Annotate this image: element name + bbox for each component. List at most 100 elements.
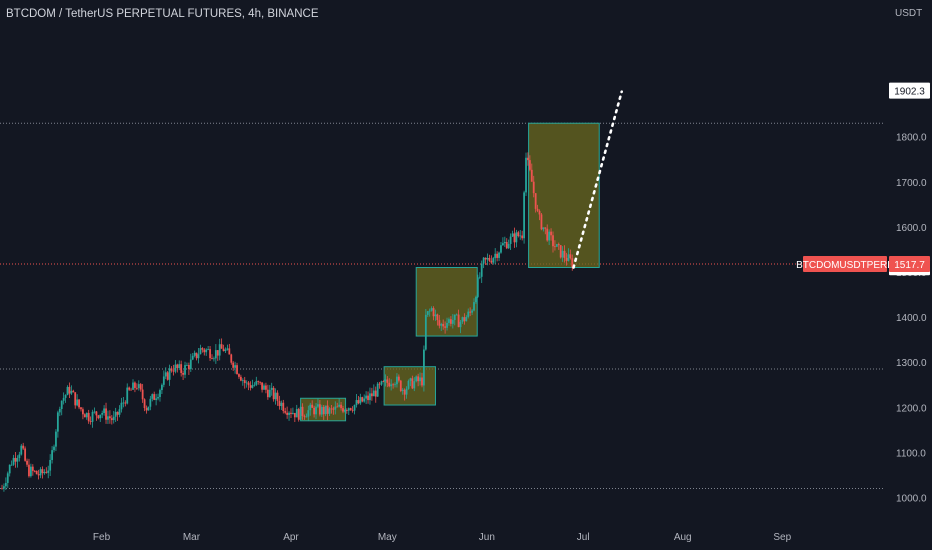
candle-body: [469, 311, 472, 313]
candle-body: [430, 308, 433, 311]
candle-body: [563, 250, 566, 258]
time-tick-label: Mar: [183, 532, 201, 543]
candle-body: [498, 252, 500, 258]
candle-body: [357, 400, 360, 404]
time-tick-label: Jun: [479, 532, 495, 543]
candle-body: [105, 408, 107, 420]
candle-body: [199, 348, 202, 355]
rectangle-drawings: [300, 122, 600, 422]
candle-body: [91, 411, 94, 422]
candle-body: [149, 398, 152, 407]
candle-body: [110, 418, 113, 421]
candle-body: [245, 382, 248, 384]
candle-body: [241, 380, 244, 382]
price-label-text: 1902.3: [894, 87, 925, 98]
candle-body: [571, 258, 574, 268]
candle-body: [259, 381, 262, 383]
candle-body: [317, 404, 319, 407]
candle-body: [459, 321, 462, 328]
candle-body: [457, 314, 460, 328]
candle-body: [538, 210, 541, 215]
candle-body: [253, 384, 256, 386]
candle-body: [187, 365, 190, 370]
currency-unit: USDT: [895, 8, 922, 19]
candle-body: [132, 382, 134, 390]
candle-body: [438, 320, 441, 326]
candle-body: [436, 314, 439, 321]
candle-body: [426, 311, 429, 315]
price-axis[interactable]: 1000.01100.01200.01300.01400.01500.01600…: [896, 133, 927, 505]
candle-body: [170, 368, 173, 371]
candle-body: [527, 157, 529, 161]
candle-body: [534, 193, 537, 209]
candle-body: [26, 460, 28, 465]
last-price-label-text: 1517.7: [894, 260, 925, 271]
candle-body: [367, 395, 369, 401]
candle-body: [70, 390, 73, 394]
candle-body: [528, 160, 531, 170]
candle-body: [178, 364, 181, 369]
price-tick-label: 1700.0: [896, 178, 927, 189]
candle-body: [392, 384, 394, 386]
candle-body: [118, 409, 121, 415]
candle-body: [141, 389, 144, 400]
candle-body: [521, 235, 524, 239]
candle-body: [463, 317, 466, 322]
candle-body: [266, 389, 269, 398]
candle-body: [191, 355, 194, 360]
candle-body: [112, 416, 115, 421]
candle-body: [85, 412, 88, 418]
candle-body: [247, 382, 250, 386]
candle-body: [505, 241, 508, 249]
candle-body: [440, 323, 443, 326]
candle-body: [137, 384, 140, 389]
candle-body: [232, 362, 235, 368]
candle-body: [496, 253, 499, 258]
candle-body: [228, 348, 231, 355]
candle-body: [130, 389, 132, 391]
candle-body: [268, 389, 271, 398]
candle-body: [465, 316, 468, 322]
candle-body: [55, 431, 57, 447]
candle-body: [552, 235, 554, 247]
candle-body: [126, 387, 129, 404]
candle-body: [172, 370, 175, 372]
candle-body: [388, 382, 391, 387]
candle-body: [338, 404, 341, 407]
candle-body: [263, 385, 265, 390]
candle-body: [270, 387, 273, 390]
candle-body: [374, 390, 377, 397]
candle-body: [525, 157, 527, 193]
candle-body: [147, 406, 150, 411]
price-tick-label: 1600.0: [896, 223, 927, 234]
candle-body: [349, 408, 352, 410]
candle-body: [189, 359, 192, 370]
candle-body: [6, 473, 9, 483]
candle-body: [307, 410, 310, 417]
price-labels: 1902.31510.6BTCDOMUSDTPERP1517.7: [796, 82, 930, 276]
candle-body: [80, 407, 82, 410]
candle-body: [82, 409, 84, 415]
candle-body: [478, 276, 481, 278]
candle-body: [482, 257, 485, 264]
candle-body: [64, 395, 67, 398]
rectangle-box: [383, 366, 436, 406]
candle-body: [249, 385, 252, 388]
candle-body: [475, 296, 477, 303]
candle-body: [442, 323, 445, 327]
candle-body: [164, 372, 167, 377]
candle-body: [345, 410, 348, 411]
candle-body: [407, 380, 410, 389]
time-axis[interactable]: Feb Mar Apr May Jun Jul Aug Sep: [93, 532, 792, 543]
candle-body: [536, 208, 539, 211]
candle-body: [328, 408, 331, 414]
candle-body: [548, 231, 551, 241]
candle-body: [162, 376, 165, 385]
candle-body: [363, 398, 366, 402]
candle-body: [401, 389, 404, 391]
candle-body: [384, 379, 387, 382]
candle-body: [159, 390, 161, 397]
candle-body: [1, 488, 3, 490]
candle-body: [3, 486, 5, 489]
